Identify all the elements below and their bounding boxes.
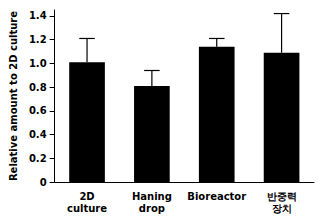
svg-text:drop: drop bbox=[139, 203, 165, 214]
svg-text:0.8: 0.8 bbox=[29, 82, 47, 93]
svg-text:Haning: Haning bbox=[132, 191, 172, 202]
svg-text:0.2: 0.2 bbox=[29, 153, 47, 164]
svg-text:반중력: 반중력 bbox=[267, 191, 297, 202]
svg-text:culture: culture bbox=[67, 203, 107, 214]
svg-text:Bioreactor: Bioreactor bbox=[187, 191, 246, 202]
svg-text:0: 0 bbox=[40, 177, 47, 188]
svg-text:1.2: 1.2 bbox=[29, 34, 47, 45]
svg-text:2D: 2D bbox=[79, 191, 94, 202]
svg-text:1.4: 1.4 bbox=[29, 10, 47, 21]
svg-text:0.6: 0.6 bbox=[29, 105, 47, 116]
svg-text:장치: 장치 bbox=[272, 203, 292, 214]
svg-text:1.0: 1.0 bbox=[29, 58, 47, 69]
svg-text:Relative amount to 2D culture: Relative amount to 2D culture bbox=[8, 11, 19, 181]
svg-text:0.4: 0.4 bbox=[29, 129, 47, 140]
